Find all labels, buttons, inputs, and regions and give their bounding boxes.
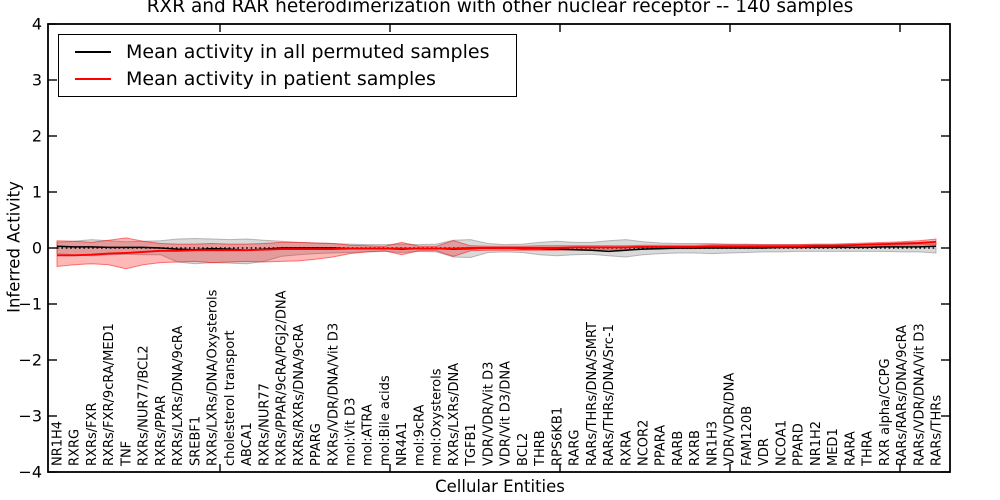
- x-tick-label: PPARD: [792, 423, 807, 466]
- x-tick-label: THRB: [533, 430, 548, 467]
- x-tick-label: RXRA: [619, 431, 634, 466]
- x-tick-label: RARA: [843, 431, 858, 466]
- x-tick-label: mol:Bile acids: [378, 375, 393, 466]
- x-tick-label: cholesterol transport: [223, 330, 238, 466]
- legend-label-permuted: Mean activity in all permuted samples: [126, 40, 490, 63]
- y-tick-label: −4: [18, 463, 42, 482]
- y-tick-label: −2: [18, 351, 42, 370]
- chart-title: RXR and RAR heterodimerization with othe…: [146, 0, 854, 17]
- y-tick-label: 0: [32, 239, 42, 258]
- x-tick-label: mol:9cRA: [412, 404, 427, 466]
- x-tick-label: mol:Vit D3: [344, 398, 359, 466]
- x-tick-labels: NR1H4 RXRG RXRs/FXR RXRs/FXR/9cRA/MED1 TNF RX…: [51, 289, 945, 467]
- legend-item-patient: Mean activity in patient samples: [75, 68, 516, 90]
- x-tick-label: BCL2: [516, 433, 531, 466]
- x-tick-label: RXRs/RXRs/DNA/9cRA: [292, 324, 307, 466]
- x-tick-label: VDR/Vit D3/DNA: [499, 361, 514, 466]
- legend-line-red-icon: [75, 78, 111, 81]
- x-tick-label: VDR/VDR/DNA: [723, 373, 738, 466]
- x-tick-label: RXRs/LXRs/DNA/Oxysterols: [206, 289, 221, 466]
- x-tick-label: RXR alpha/CCPG: [878, 358, 893, 466]
- x-tick-label: RXRs/LXRs/DNA/9cRA: [171, 326, 186, 466]
- x-tick-label: TGFB1: [464, 423, 479, 467]
- y-tick-label: 3: [32, 71, 42, 90]
- x-tick-label: RXRs/PPAR/9cRA/PGJ2/DNA: [275, 290, 290, 466]
- x-tick-label: RARB: [671, 431, 686, 466]
- legend-item-permuted: Mean activity in all permuted samples: [75, 41, 516, 63]
- patient-mean-line: [57, 240, 937, 257]
- x-tick-label: RARs/VDR/DNA/Vit D3: [912, 323, 927, 466]
- x-axis-title: Cellular Entities: [435, 477, 565, 496]
- x-tick-label: FAM120B: [740, 406, 755, 466]
- x-tick-label: RXRs/FXR/9cRA/MED1: [102, 323, 117, 466]
- x-tick-label: NR1H3: [705, 421, 720, 466]
- legend-line-black-icon: [75, 50, 111, 53]
- x-tick-label: TNF: [119, 441, 134, 467]
- x-tick-label: RARG: [568, 429, 583, 466]
- x-tick-label: RPS6KB1: [550, 407, 565, 466]
- x-tick-label: NR1H4: [51, 421, 66, 466]
- x-tick-label: RARs/THRs: [930, 395, 945, 466]
- x-tick-label: RARs/THRs/DNA/SMRT: [585, 322, 600, 466]
- x-tick-label: RXRs/LXRs/DNA: [447, 363, 462, 466]
- y-tick-label: 1: [32, 183, 42, 202]
- x-axis-ticks: [219, 24, 901, 472]
- x-tick-label: RXRs/NUR77/BCL2: [137, 345, 152, 466]
- x-tick-label: RXRs/VDR/DNA/Vit D3: [326, 323, 341, 466]
- x-tick-label: RARs/RARs/DNA/9cRA: [895, 325, 910, 466]
- x-tick-label: ABCA1: [240, 422, 255, 466]
- x-tick-label: RXRs/FXR: [85, 402, 100, 466]
- x-tick-label: RARs/THRs/DNA/Src-1: [602, 324, 617, 466]
- x-tick-label: RXRG: [68, 429, 83, 466]
- x-tick-label: NR1H2: [809, 421, 824, 466]
- x-tick-label: NCOA1: [774, 420, 789, 466]
- x-tick-label: THRA: [861, 431, 876, 467]
- y-tick-label: −3: [18, 407, 42, 426]
- x-tick-label: RXRs/PPAR: [154, 395, 169, 466]
- legend: Mean activity in all permuted samples Me…: [58, 34, 517, 97]
- x-tick-label: VDR/VDR/Vit D3: [481, 362, 496, 466]
- y-tick-label: 2: [32, 127, 42, 146]
- x-tick-label: RXRB: [688, 430, 703, 466]
- x-tick-label: PPARG: [309, 423, 324, 466]
- y-tick-label: −1: [18, 295, 42, 314]
- y-axis-title: Inferred Activity: [4, 181, 24, 313]
- y-axis-ticks: 4 3 2 1 0 −1 −2 −3 −4: [18, 15, 950, 482]
- x-tick-label: SREBF1: [188, 416, 203, 466]
- x-tick-label: mol:Oxysterols: [430, 368, 445, 466]
- legend-label-patient: Mean activity in patient samples: [126, 68, 436, 91]
- y-tick-label: 4: [32, 15, 42, 34]
- x-tick-label: RXRs/NUR77: [257, 383, 272, 466]
- x-tick-label: NR4A1: [395, 422, 410, 466]
- x-tick-label: mol:ATRA: [361, 404, 376, 466]
- x-tick-label: MED1: [826, 428, 841, 466]
- x-tick-label: PPARA: [654, 425, 669, 466]
- x-tick-label: NCOR2: [637, 420, 652, 466]
- x-tick-label: VDR: [757, 438, 772, 466]
